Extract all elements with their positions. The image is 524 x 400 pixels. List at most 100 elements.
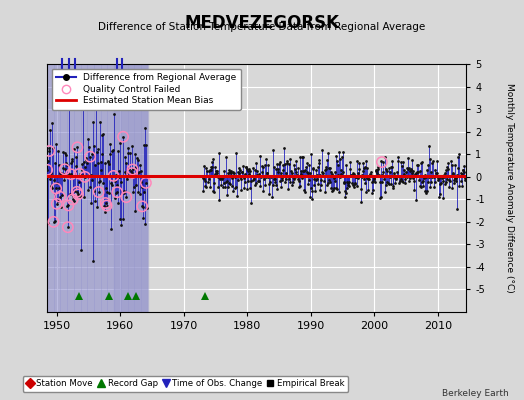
Point xyxy=(89,119,97,125)
Point xyxy=(392,176,401,182)
Point xyxy=(45,148,53,154)
Point xyxy=(369,187,377,193)
Point xyxy=(425,184,434,190)
Point xyxy=(407,167,416,174)
Point xyxy=(137,184,146,190)
Point xyxy=(350,170,358,177)
Point xyxy=(438,175,446,181)
Point xyxy=(437,173,445,179)
Point xyxy=(458,167,467,173)
Point xyxy=(61,150,69,156)
Point xyxy=(310,181,318,188)
Point xyxy=(302,164,310,170)
Point xyxy=(78,166,86,173)
Point xyxy=(113,189,122,196)
Point xyxy=(231,174,239,180)
Point xyxy=(104,158,112,165)
Point xyxy=(443,164,452,170)
Point xyxy=(217,175,225,181)
Point xyxy=(101,200,110,206)
Point xyxy=(140,189,148,196)
Point xyxy=(420,175,428,182)
Point xyxy=(444,160,452,166)
Point xyxy=(107,226,115,232)
Point xyxy=(228,175,236,181)
Point xyxy=(272,161,281,167)
Point xyxy=(411,171,419,178)
Point xyxy=(250,173,258,180)
Point xyxy=(43,220,52,226)
Point xyxy=(205,166,214,173)
Point xyxy=(264,162,272,169)
Point xyxy=(336,156,344,162)
Point xyxy=(233,173,242,179)
Point xyxy=(74,191,82,198)
Point xyxy=(320,167,329,173)
Point xyxy=(202,165,210,171)
Point xyxy=(139,215,147,221)
Point xyxy=(374,166,382,172)
Point xyxy=(206,164,215,170)
Point xyxy=(328,188,336,194)
Point xyxy=(386,174,394,180)
Point xyxy=(200,163,208,170)
Point xyxy=(412,169,421,175)
Point xyxy=(454,164,462,171)
Point xyxy=(389,185,398,192)
Point xyxy=(303,160,311,166)
Point xyxy=(304,176,313,183)
Point xyxy=(242,164,250,171)
Point xyxy=(341,188,350,194)
Point xyxy=(392,175,400,181)
Point xyxy=(344,182,353,188)
Point xyxy=(77,193,85,200)
Point xyxy=(232,150,241,156)
Point xyxy=(325,177,333,184)
Point xyxy=(50,177,58,183)
Point xyxy=(244,168,253,175)
Point xyxy=(46,127,54,133)
Point xyxy=(326,169,335,176)
Point xyxy=(84,136,92,142)
Point xyxy=(431,173,440,179)
Point xyxy=(422,188,431,194)
Point xyxy=(132,182,140,188)
Point xyxy=(52,201,61,207)
Point xyxy=(141,220,149,227)
Point xyxy=(399,159,407,166)
Point xyxy=(73,144,82,150)
Point xyxy=(270,179,279,185)
Point xyxy=(366,172,375,178)
Point xyxy=(211,164,220,170)
Point xyxy=(354,170,362,177)
Point xyxy=(79,172,87,178)
Point xyxy=(255,178,264,184)
Point xyxy=(64,224,72,230)
Point xyxy=(253,168,261,174)
Point xyxy=(131,208,139,214)
Point xyxy=(47,170,56,176)
Point xyxy=(118,172,126,179)
Point xyxy=(56,170,64,177)
Point xyxy=(71,188,80,194)
Point xyxy=(405,177,413,184)
Point xyxy=(229,169,237,175)
Point xyxy=(243,166,251,172)
Point xyxy=(85,172,93,179)
Point xyxy=(137,179,145,186)
Point xyxy=(67,171,75,178)
Point xyxy=(285,176,293,182)
Point xyxy=(249,165,257,172)
Point xyxy=(221,184,229,190)
Point xyxy=(397,176,405,183)
Point xyxy=(386,169,395,175)
Point xyxy=(234,176,242,183)
Point xyxy=(130,173,138,179)
Point xyxy=(313,181,322,187)
Point xyxy=(93,149,101,155)
Point xyxy=(428,160,436,166)
Point xyxy=(263,170,271,176)
Point xyxy=(223,170,232,176)
Point xyxy=(318,146,326,153)
Point xyxy=(118,216,127,222)
